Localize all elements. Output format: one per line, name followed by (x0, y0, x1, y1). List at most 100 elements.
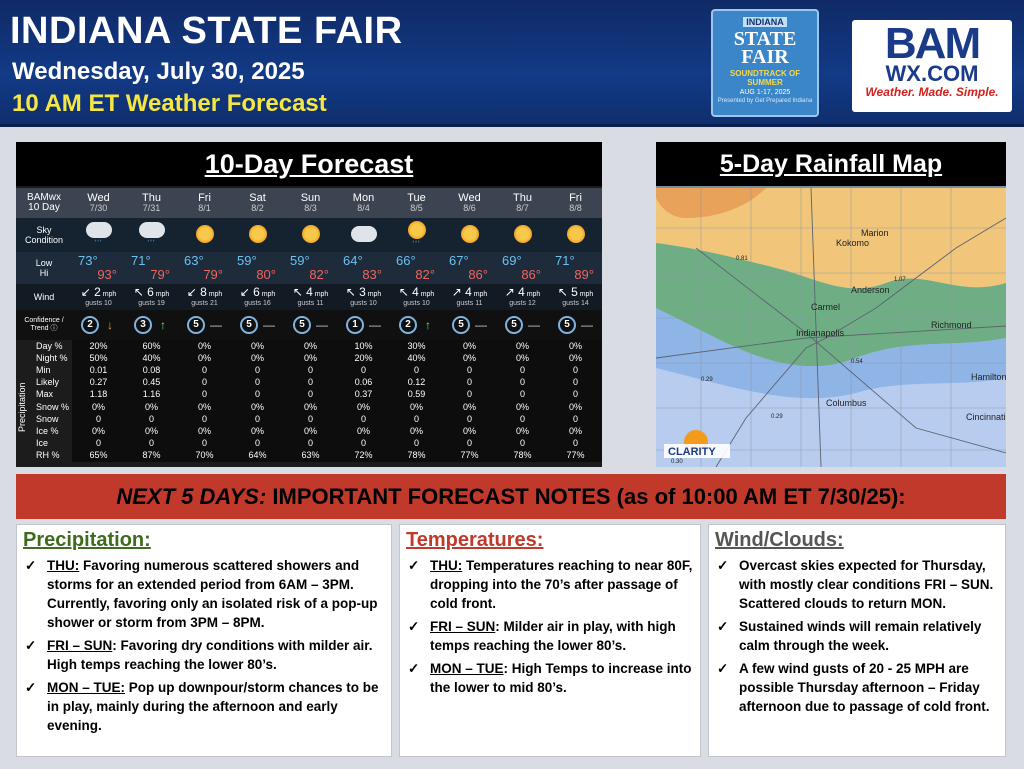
precip-cell: 0 (549, 376, 602, 389)
notes-banner-lead: NEXT 5 DAYS: (116, 484, 267, 509)
precip-cell: 0% (178, 425, 231, 438)
trend-arrow-icon: — (316, 318, 328, 332)
trend-arrow-icon: ↓ (107, 318, 113, 332)
confidence-badge: 5 (293, 316, 311, 334)
day-header: Thu 7/31 (125, 188, 178, 218)
notes-banner: NEXT 5 DAYS: IMPORTANT FORECAST NOTES (a… (16, 474, 1006, 519)
temp-cell: 59° 82° (284, 252, 337, 284)
sky-cell (284, 218, 337, 252)
wind-cell: ↗ 4 mph gusts 11 (443, 284, 496, 310)
precip-cell: 20% (72, 340, 125, 353)
precip-cell: 0% (443, 352, 496, 365)
precip-cell: 72% (337, 449, 390, 462)
precip-cell: 0 (284, 437, 337, 450)
rain-cloud-icon (85, 222, 112, 238)
sun-icon (566, 225, 585, 243)
trend-arrow-icon: — (475, 318, 487, 332)
wind-label: Wind (16, 284, 72, 310)
column-title: Temperatures: (406, 529, 544, 551)
sky-cell: ʼʼʼ (125, 218, 178, 252)
sun-rain-icon (407, 221, 426, 239)
precip-cell: 0 (443, 437, 496, 450)
precip-cell: 87% (125, 449, 178, 462)
precip-cell: 0% (231, 400, 284, 414)
sky-cell: ʼʼʼ (390, 218, 443, 252)
city-columbus: Columbus (826, 398, 867, 408)
precip-cell: 0 (231, 388, 284, 401)
forecast-date: Wednesday, July 30, 2025 (12, 58, 305, 85)
check-icon: ✓ (717, 619, 729, 634)
note-item: ✓ FRI – SUN: Favoring dry conditions with… (25, 638, 373, 672)
precip-cell: 20% (337, 352, 390, 365)
precip-cell: 40% (390, 352, 443, 365)
check-icon: ✓ (717, 661, 729, 676)
ten-day-forecast-panel: 10-Day Forecast BAMwx 10 Day Wed 7/30 Thu 7/3… (16, 142, 602, 467)
precip-cell: 77% (549, 449, 602, 462)
city-kokomo: Kokomo (836, 238, 869, 248)
day-header: Wed 8/6 (443, 188, 496, 218)
precip-cell: 0% (337, 425, 390, 438)
city-marion: Marion (861, 228, 889, 238)
precip-cell: 0 (231, 413, 284, 426)
svg-text:0.29: 0.29 (701, 377, 713, 383)
precip-cell: 0 (178, 376, 231, 389)
wind-cell: ↖ 4 mph gusts 10 (390, 284, 443, 310)
confidence-badge: 2 (81, 316, 99, 334)
precip-cell: 0 (443, 388, 496, 401)
confidence-badge: 5 (505, 316, 523, 334)
trend-arrow-icon: — (210, 318, 222, 332)
precip-cell: 0% (443, 340, 496, 353)
precip-cell: 0.08 (125, 364, 178, 377)
confidence-cell: 5— (231, 310, 284, 340)
precip-cell: 0% (496, 425, 549, 438)
precip-cell: 0 (231, 364, 284, 377)
rainfall-map-panel: 5-Day Rainfall Map Kokomo Marion Anderso… (656, 142, 1006, 467)
day-header: Fri 8/8 (549, 188, 602, 218)
precip-row-label: Day % (16, 340, 72, 353)
confidence-cell: 5— (443, 310, 496, 340)
precip-cell: 0 (443, 376, 496, 389)
precip-cell: 0 (549, 437, 602, 450)
precip-cell: 40% (125, 352, 178, 365)
confidence-cell: 2 ↓ (72, 310, 125, 340)
day-header: Mon 8/4 (337, 188, 390, 218)
clarity-logo: CLARITY (664, 430, 730, 458)
precip-cell: 0% (284, 425, 337, 438)
precip-cell: 1.16 (125, 388, 178, 401)
sky-cell (231, 218, 284, 252)
precip-cell: 0 (390, 413, 443, 426)
precip-cell: 0.37 (337, 388, 390, 401)
precip-row-label: Snow % (16, 400, 72, 414)
wind-cell: ↖ 5 mph gusts 14 (549, 284, 602, 310)
precip-cell: 78% (390, 449, 443, 462)
precip-cell: 0 (178, 437, 231, 450)
trend-arrow-icon: ↑ (160, 318, 166, 332)
precip-cell: 65% (72, 449, 125, 462)
day-header: Sat 8/2 (231, 188, 284, 218)
precip-cell: 0.06 (337, 376, 390, 389)
precip-cell: 0 (390, 437, 443, 450)
precip-row-label: Ice (16, 437, 72, 450)
precip-cell: 0 (337, 413, 390, 426)
precip-cell: 1.18 (72, 388, 125, 401)
forecast-title: 10-Day Forecast (16, 142, 602, 186)
bamwx-logo: BAM WX.COM Weather. Made. Simple. (852, 20, 1012, 112)
column-title: Precipitation: (23, 529, 151, 551)
sun-icon (513, 225, 532, 243)
svg-text:0.81: 0.81 (736, 256, 748, 262)
trend-arrow-icon: — (528, 318, 540, 332)
precip-cell: 30% (390, 340, 443, 353)
sky-cell (496, 218, 549, 252)
svg-text:0.29: 0.29 (771, 414, 783, 420)
rainfall-map-title: 5-Day Rainfall Map (656, 142, 1006, 186)
precip-cell: 0% (549, 425, 602, 438)
sky-cell (443, 218, 496, 252)
rainfall-map: Kokomo Marion Anderson Carmel Indianapol… (656, 188, 1006, 467)
wind-cell: ↙ 2 mph gusts 10 (72, 284, 125, 310)
svg-text:1.07: 1.07 (894, 277, 906, 283)
precip-cell: 0% (178, 340, 231, 353)
precip-cell: 10% (337, 340, 390, 353)
confidence-badge: 3 (134, 316, 152, 334)
check-icon: ✓ (408, 619, 420, 634)
precip-cell: 0 (496, 437, 549, 450)
